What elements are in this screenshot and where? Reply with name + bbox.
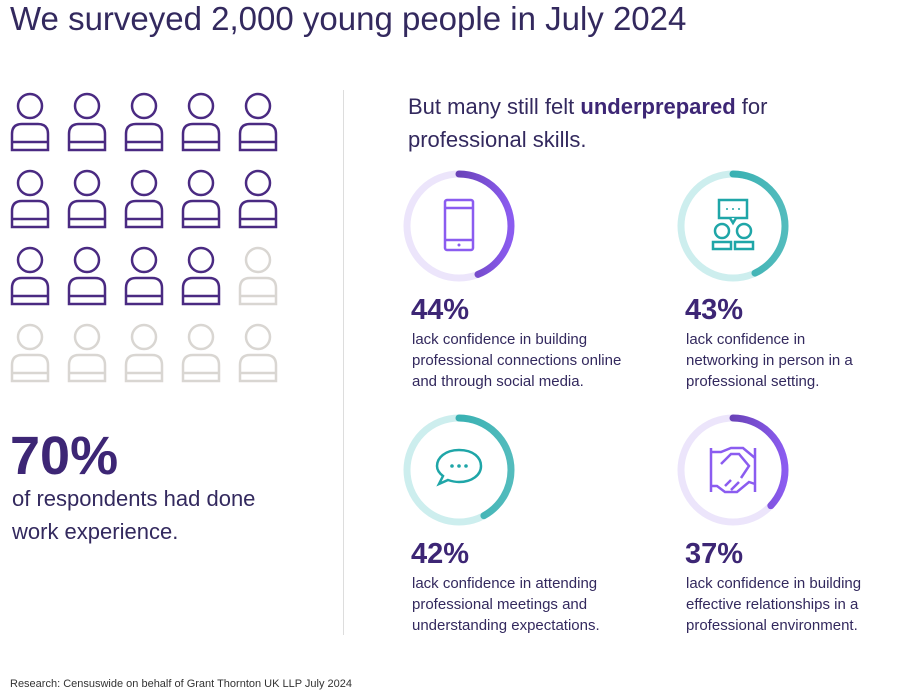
smartphone-icon — [443, 198, 475, 252]
person-icon — [8, 244, 52, 306]
person-icon — [65, 244, 109, 306]
stat-description-line: effective relationships in a — [686, 596, 859, 613]
section-heading: But many still felt underprepared for pr… — [408, 90, 848, 156]
person-icon — [179, 90, 223, 152]
networking-icon — [711, 198, 755, 251]
stat-description: lack confidence in attending professional… — [412, 573, 672, 636]
person-icon — [122, 244, 166, 306]
stat-description-line: professional connections online — [412, 352, 622, 369]
heading-text: professional skills. — [408, 127, 587, 152]
speech-bubble-icon — [435, 448, 483, 487]
person-icon — [65, 321, 109, 383]
person-icon — [179, 321, 223, 383]
stat-description: lack confidence in building professional … — [412, 329, 672, 392]
stat-value: 37% — [685, 538, 744, 570]
person-icon — [122, 90, 166, 152]
person-icon — [65, 90, 109, 152]
person-icon — [65, 167, 109, 229]
person-icon — [236, 167, 280, 229]
stat-description-line: professional environment. — [686, 617, 858, 634]
heading-text: But many still felt — [408, 94, 581, 119]
work-experience-text-1: of respondents had done — [12, 486, 256, 511]
page-title: We surveyed 2,000 young people in July 2… — [10, 0, 687, 37]
person-icon — [236, 90, 280, 152]
person-icon — [236, 321, 280, 383]
progress-arc — [403, 414, 515, 526]
progress-arc — [403, 170, 515, 282]
progress-ring — [675, 168, 791, 284]
footer-source: Research: Censuswide on behalf of Grant … — [10, 678, 353, 690]
progress-arc — [677, 414, 789, 526]
stat-description: lack confidence in networking in person i… — [686, 329, 900, 392]
person-icon — [122, 321, 166, 383]
work-experience-text-2: work experience. — [12, 519, 179, 544]
stat-description-line: professional setting. — [686, 373, 820, 390]
handshake-icon — [709, 446, 757, 494]
person-icon — [8, 90, 52, 152]
stat-description-line: lack confidence in building — [686, 575, 862, 592]
heading-text: for — [735, 94, 768, 119]
work-experience-stat: 70% — [10, 426, 119, 486]
progress-ring — [675, 412, 791, 528]
stat-description-line: professional meetings and — [412, 596, 588, 613]
stat-description-line: understanding expectations. — [412, 617, 600, 634]
stat-description-line: lack confidence in building — [412, 331, 588, 348]
stat-value: 43% — [685, 294, 744, 326]
person-icon — [8, 167, 52, 229]
progress-ring — [401, 168, 517, 284]
person-icon — [8, 321, 52, 383]
stat-description: lack confidence in building effective rel… — [686, 573, 900, 636]
progress-ring — [401, 412, 517, 528]
divider — [343, 90, 344, 635]
person-icon — [122, 167, 166, 229]
stat-description-line: and through social media. — [412, 373, 584, 390]
stat-description-line: networking in person in a — [686, 352, 853, 369]
stat-description-line: lack confidence in — [686, 331, 806, 348]
person-icon — [179, 244, 223, 306]
person-icon — [179, 167, 223, 229]
stat-value: 42% — [411, 538, 470, 570]
person-icon — [236, 244, 280, 306]
stat-description-line: lack confidence in attending — [412, 575, 598, 592]
stat-value: 44% — [411, 294, 470, 326]
heading-emphasis: underprepared — [580, 94, 736, 119]
progress-arc — [677, 170, 789, 282]
